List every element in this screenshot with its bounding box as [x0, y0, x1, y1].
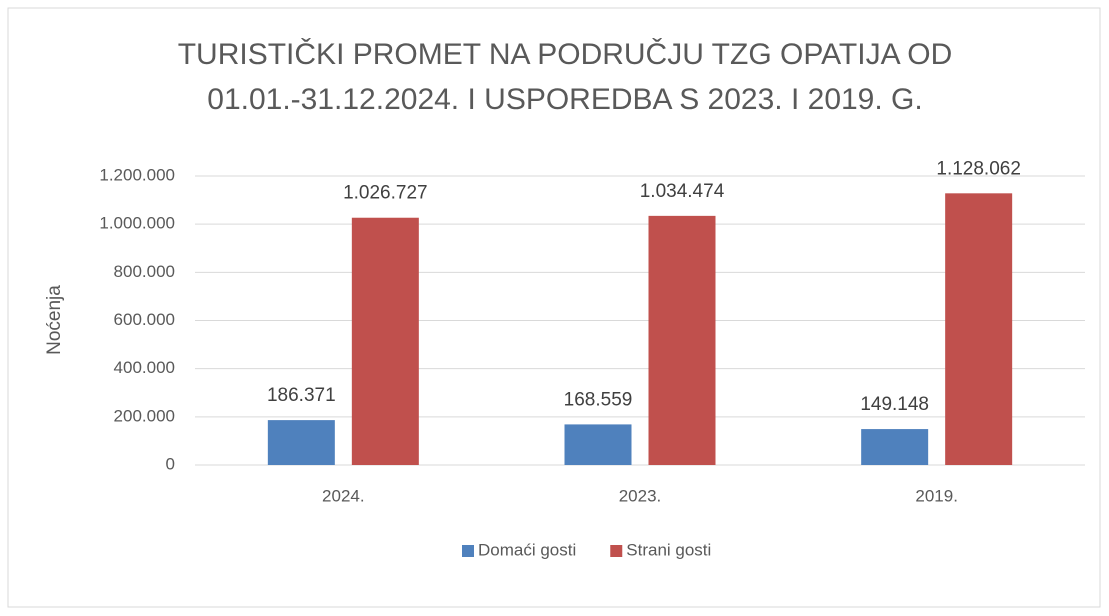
- legend-swatch: [462, 545, 474, 557]
- legend-label: Strani gosti: [626, 540, 711, 559]
- y-tick-label: 400.000: [114, 358, 175, 377]
- x-tick-label: 2024.: [322, 486, 365, 505]
- x-tick-label: 2023.: [619, 486, 662, 505]
- legend-label: Domaći gosti: [478, 540, 576, 559]
- bar: [564, 424, 632, 465]
- y-axis-label: Noćenja: [44, 285, 65, 355]
- chart-frame: [7, 7, 1101, 608]
- y-tick-label: 1.000.000: [99, 214, 175, 233]
- bar: [351, 217, 419, 465]
- y-tick-label: 600.000: [114, 310, 175, 329]
- y-tick-label: 800.000: [114, 262, 175, 281]
- value-label: 1.026.727: [343, 183, 428, 204]
- y-tick-label: 1.200.000: [99, 165, 175, 184]
- legend-swatch: [610, 545, 623, 557]
- value-label: 1.128.062: [936, 158, 1021, 179]
- bar: [861, 429, 929, 465]
- bar: [648, 215, 716, 465]
- value-label: 186.371: [267, 385, 336, 406]
- value-label: 149.148: [860, 394, 929, 415]
- chart-title: TURISTIČKI PROMET NA PODRUČJU TZG OPATIJ…: [178, 37, 953, 71]
- bar: [267, 420, 335, 465]
- value-label: 168.559: [564, 389, 633, 410]
- x-tick-label: 2019.: [915, 486, 958, 505]
- y-tick-label: 200.000: [114, 406, 175, 425]
- bar: [945, 193, 1013, 465]
- y-tick-label: 0: [166, 454, 175, 473]
- value-label: 1.034.474: [640, 181, 725, 202]
- chart-title: 01.01.-31.12.2024. I USPOREDBA S 2023. I…: [207, 83, 922, 116]
